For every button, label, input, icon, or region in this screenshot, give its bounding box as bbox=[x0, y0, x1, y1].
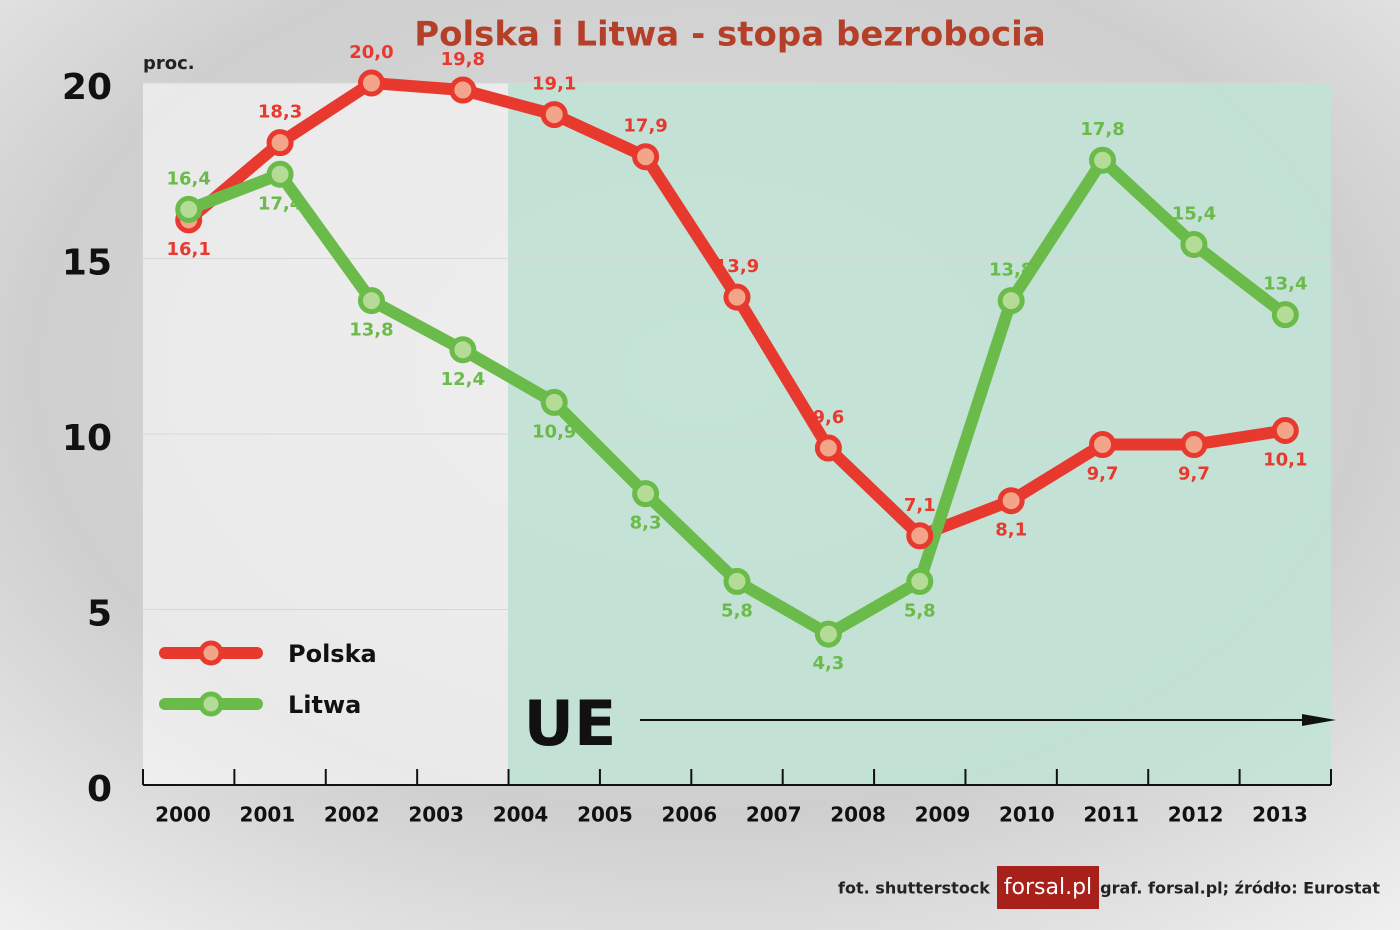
y-axis-label: proc. bbox=[143, 53, 195, 74]
x-tick-label: 2006 bbox=[661, 803, 717, 827]
legend-label: Litwa bbox=[288, 691, 361, 719]
x-tick-label: 2004 bbox=[493, 803, 549, 827]
x-tick-label: 2011 bbox=[1083, 803, 1139, 827]
point bbox=[449, 336, 477, 364]
point bbox=[266, 160, 294, 188]
data-label: 5,8 bbox=[904, 600, 936, 621]
data-label: 13,4 bbox=[1263, 274, 1307, 295]
point bbox=[997, 487, 1025, 515]
legend-label: Polska bbox=[288, 640, 377, 668]
logo-box bbox=[997, 866, 1099, 909]
data-label: 18,3 bbox=[258, 102, 302, 123]
point bbox=[906, 522, 934, 550]
point bbox=[723, 567, 751, 595]
data-label: 8,1 bbox=[995, 520, 1027, 541]
point bbox=[632, 143, 660, 171]
chart-title: Polska i Litwa - stopa bezrobocia bbox=[414, 15, 1046, 55]
data-label: 7,1 bbox=[904, 495, 936, 516]
data-label: 12,4 bbox=[441, 369, 485, 390]
x-tick-label: 2007 bbox=[746, 803, 802, 827]
x-tick-label: 2009 bbox=[915, 803, 971, 827]
data-label: 19,1 bbox=[532, 74, 576, 95]
x-tick-label: 2010 bbox=[999, 803, 1055, 827]
point bbox=[540, 388, 568, 416]
point bbox=[540, 101, 568, 129]
data-label: 16,4 bbox=[166, 168, 210, 189]
data-label: 13,8 bbox=[349, 320, 393, 341]
x-tick-label: 2003 bbox=[408, 803, 464, 827]
point bbox=[1271, 301, 1299, 329]
source: graf. forsal.pl; źródło: Eurostat bbox=[1100, 879, 1380, 898]
data-label: 17,4 bbox=[258, 193, 302, 214]
point bbox=[1180, 431, 1208, 459]
point bbox=[1180, 230, 1208, 258]
point bbox=[266, 129, 294, 157]
x-tick-label: 2012 bbox=[1168, 803, 1224, 827]
data-label: 4,3 bbox=[812, 653, 844, 674]
annotation: UE bbox=[524, 687, 617, 760]
data-label: 10,9 bbox=[532, 421, 576, 442]
data-label: 15,4 bbox=[1172, 203, 1216, 224]
data-label: 16,1 bbox=[166, 239, 210, 260]
legend-marker bbox=[198, 691, 224, 717]
point bbox=[449, 76, 477, 104]
point bbox=[357, 69, 385, 97]
point bbox=[1271, 416, 1299, 444]
point bbox=[175, 195, 203, 223]
point bbox=[997, 287, 1025, 315]
data-label: 9,6 bbox=[812, 407, 844, 428]
data-label: 19,8 bbox=[441, 49, 485, 70]
data-label: 9,7 bbox=[1178, 464, 1210, 485]
logo: forsal.pl bbox=[1004, 875, 1092, 900]
data-label: 17,9 bbox=[623, 116, 667, 137]
legend-marker bbox=[198, 640, 224, 666]
y-tick-label: 20 bbox=[62, 67, 112, 108]
x-tick-label: 2013 bbox=[1252, 803, 1308, 827]
data-label: 20,0 bbox=[349, 42, 393, 63]
data-label: 13,9 bbox=[715, 256, 759, 277]
y-tick-label: 10 bbox=[62, 418, 112, 459]
data-label: 17,8 bbox=[1080, 119, 1124, 140]
point bbox=[814, 620, 842, 648]
y-tick-label: 0 bbox=[87, 769, 112, 810]
photo-credit: fot. shutterstock bbox=[838, 879, 990, 898]
point bbox=[632, 480, 660, 508]
data-label: 9,7 bbox=[1087, 464, 1119, 485]
data-label: 10,1 bbox=[1263, 449, 1307, 470]
x-tick-label: 2000 bbox=[155, 803, 211, 827]
data-label: 5,8 bbox=[721, 600, 753, 621]
x-tick-label: 2008 bbox=[830, 803, 886, 827]
data-label: 8,3 bbox=[630, 513, 662, 534]
y-tick-label: 5 bbox=[87, 594, 112, 635]
point bbox=[723, 283, 751, 311]
point bbox=[814, 434, 842, 462]
data-label: 13,8 bbox=[989, 260, 1033, 281]
x-tick-label: 2002 bbox=[324, 803, 380, 827]
point bbox=[906, 567, 934, 595]
point bbox=[1089, 146, 1117, 174]
point bbox=[357, 287, 385, 315]
y-tick-label: 15 bbox=[62, 243, 112, 284]
x-tick-label: 2001 bbox=[240, 803, 296, 827]
annotation-arrowhead bbox=[1302, 714, 1336, 726]
point bbox=[1089, 431, 1117, 459]
x-tick-label: 2005 bbox=[577, 803, 633, 827]
